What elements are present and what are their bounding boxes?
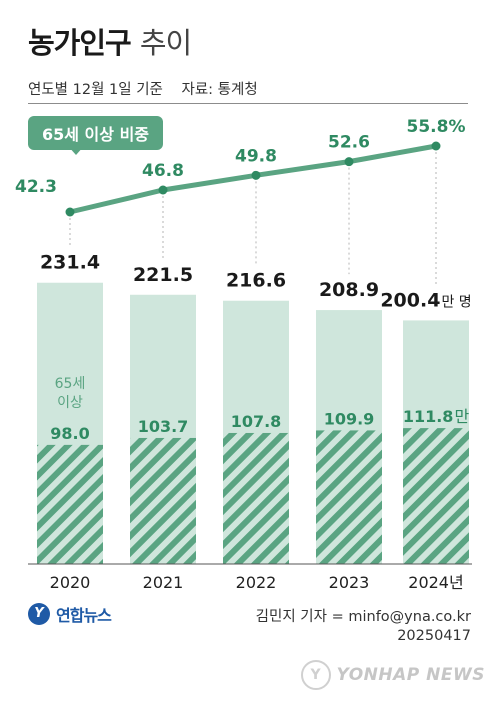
- senior-unit: 만: [454, 407, 469, 426]
- category-label: 2022: [236, 573, 277, 592]
- share-point: [431, 141, 441, 151]
- senior-label: 107.8: [231, 412, 282, 431]
- line-series-badge: 65세 이상 비중: [28, 116, 164, 150]
- yonhap-logo: Y 연합뉴스: [28, 602, 112, 626]
- bar-senior: [130, 437, 196, 564]
- total-label: 200.4만 명: [380, 289, 471, 311]
- senior-caption: 이상: [57, 395, 83, 411]
- category-label: 2021: [143, 573, 184, 592]
- total-unit: 만 명: [441, 294, 471, 310]
- badge-pointer: [68, 146, 84, 155]
- credit: 김민지 기자 = minfo@yna.co.kr 20250417: [256, 608, 471, 646]
- category-label: 2020: [50, 573, 91, 592]
- reporter-credit: 김민지 기자 = minfo@yna.co.kr: [255, 609, 471, 625]
- title-main: 농가인구: [28, 26, 132, 60]
- senior-label: 103.7: [138, 417, 189, 436]
- subtitle-source: 자료: 통계청: [181, 82, 258, 98]
- title-suffix: 추이: [139, 26, 192, 60]
- subtitle-basis: 연도별 12월 1일 기준: [28, 82, 163, 98]
- bar-senior: [223, 432, 289, 564]
- total-label: 221.5: [133, 264, 193, 286]
- divider: [28, 103, 468, 104]
- total-label: 208.9: [319, 279, 379, 301]
- senior-label: 111.8만: [403, 407, 470, 426]
- total-label: 216.6: [226, 270, 286, 292]
- share-point: [251, 170, 261, 180]
- share-point: [344, 157, 354, 167]
- logo-icon: Y: [28, 603, 50, 625]
- publish-date: 20250417: [397, 628, 471, 644]
- category-label: 2024년: [408, 573, 463, 592]
- total-label: 231.4: [40, 252, 100, 274]
- share-point: [158, 185, 168, 195]
- subtitle: 연도별 12월 1일 기준 자료: 통계청: [28, 78, 258, 99]
- share-label: 46.8: [142, 161, 184, 181]
- senior-label: 98.0: [50, 424, 89, 443]
- bar-senior: [37, 444, 103, 564]
- share-label: 42.3: [15, 177, 57, 197]
- share-label: 49.8: [235, 146, 277, 166]
- senior-label: 109.9: [324, 409, 375, 428]
- bar-senior: [316, 430, 382, 564]
- share-label: 55.8%: [407, 117, 466, 137]
- senior-caption: 65세: [55, 376, 86, 392]
- logo-text: 연합뉴스: [56, 606, 112, 625]
- category-label: 2023: [329, 573, 370, 592]
- share-label: 52.6: [328, 133, 370, 153]
- share-point: [65, 207, 75, 217]
- watermark-icon: Y: [300, 660, 331, 690]
- watermark: Y YONHAP NEWS: [300, 660, 485, 690]
- watermark-text: YONHAP NEWS: [336, 665, 485, 685]
- bar-senior: [403, 428, 469, 564]
- page-title: 농가인구 추이: [28, 20, 192, 62]
